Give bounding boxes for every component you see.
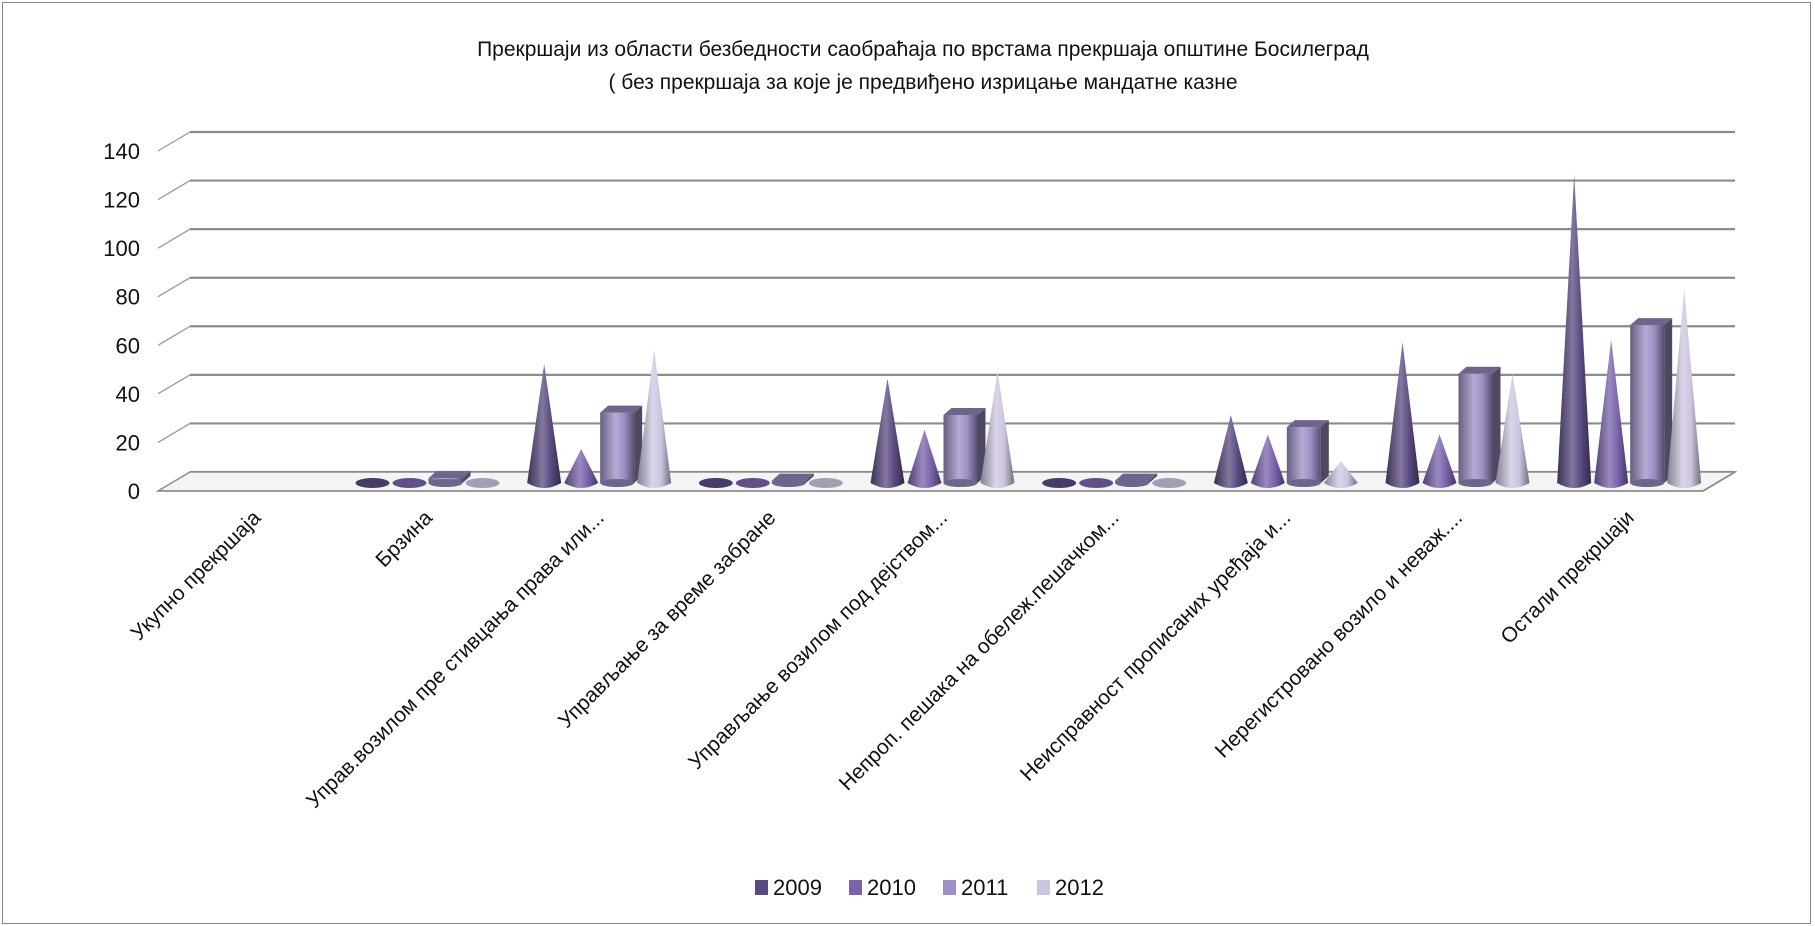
- grid-depth-line: [157, 228, 191, 249]
- x-tick-label: Неисправност прописаних уређаја и...: [1016, 506, 1295, 785]
- bar-base: [771, 479, 806, 487]
- y-tick-label: 100: [103, 236, 140, 261]
- cone-2012: [1667, 288, 1702, 488]
- chart-area: Прекршаји из области безбедности саобраћ…: [103, 38, 1738, 900]
- y-tick-label: 20: [116, 430, 140, 455]
- grid-depth-line: [157, 325, 191, 346]
- legend-swatch-2011: [943, 880, 956, 895]
- bar-side: [1320, 420, 1329, 483]
- legend-label: 2010: [867, 875, 916, 900]
- grid-depth-line: [157, 180, 191, 201]
- bar-base: [600, 479, 635, 487]
- y-tick-label: 140: [103, 139, 140, 164]
- bar-2011: [1458, 373, 1493, 483]
- x-tick-label: Управ.возилом пре стивцања права или...: [302, 506, 609, 813]
- legend-label: 2011: [961, 875, 1008, 900]
- cone-2012: [808, 478, 843, 488]
- cone-2012: [637, 349, 672, 488]
- cone-2009: [1557, 174, 1592, 489]
- bar-2011: [1630, 325, 1665, 483]
- legend-label: 2009: [773, 875, 822, 900]
- bar-base: [1458, 479, 1493, 487]
- bar-top: [1630, 318, 1673, 326]
- x-tick-label: Брзина: [371, 506, 437, 572]
- plot-area: 0 20 40 60 80 100 120 140 Укупно прекршаја Брзина…: [103, 130, 1738, 813]
- bar-top: [600, 405, 643, 413]
- grid-depth-line: [157, 277, 191, 298]
- bar-top: [1458, 366, 1501, 374]
- legend: 2009 2010 2011 2012: [755, 875, 1104, 900]
- x-tick-label: Остали прекршаји: [1496, 506, 1638, 648]
- x-tick-label: Непроп. пешака на обележ.пешачком...: [835, 506, 1124, 795]
- bar-top: [428, 471, 471, 479]
- cone-2009: [527, 364, 562, 488]
- chart-title: Прекршаји из области безбедности саобраћ…: [477, 38, 1369, 61]
- grid-depth-line: [157, 422, 191, 443]
- x-tick-label: Укупно прекршаја: [127, 506, 266, 645]
- y-tick-label: 60: [116, 333, 140, 358]
- cone-2010: [1079, 478, 1114, 488]
- bar-base: [943, 479, 978, 487]
- legend-swatch-2010: [849, 880, 862, 895]
- cone-2010: [1250, 434, 1285, 488]
- cone-2012: [1152, 478, 1187, 488]
- legend-label: 2012: [1055, 875, 1104, 900]
- grid-depth-line: [157, 374, 191, 395]
- bar-2011: [1286, 427, 1321, 483]
- bar-side: [462, 471, 471, 483]
- bar-2011: [600, 412, 635, 483]
- cone-2010: [907, 429, 942, 488]
- bar-top: [943, 408, 986, 415]
- cone-2012: [1323, 461, 1358, 488]
- cone-2010: [1422, 434, 1457, 488]
- bar-side: [1492, 366, 1501, 483]
- y-tick-label: 120: [103, 188, 140, 213]
- y-tick-label: 80: [116, 285, 140, 310]
- bar-top: [771, 473, 814, 481]
- cone-2009: [355, 478, 390, 488]
- cone-2009: [1042, 478, 1077, 488]
- cone-2010: [1594, 339, 1629, 488]
- floor-right-edge: [1702, 471, 1736, 492]
- bar-top: [1115, 473, 1158, 481]
- cone-2012: [980, 371, 1015, 488]
- grid-depth-line: [157, 131, 191, 152]
- bar-base: [1286, 479, 1321, 487]
- cone-2009: [870, 378, 905, 488]
- bar-2011: [943, 415, 978, 483]
- bar-base: [428, 479, 463, 487]
- legend-swatch-2009: [755, 880, 768, 895]
- cone-2009: [1213, 415, 1248, 488]
- bar-side: [1664, 318, 1673, 483]
- cone-2010: [735, 478, 770, 488]
- cone-2010: [392, 478, 427, 488]
- cone-2012: [465, 478, 500, 488]
- legend-swatch-2012: [1037, 880, 1050, 895]
- bar-top: [1286, 420, 1329, 428]
- bar-base: [1630, 479, 1665, 487]
- chart-subtitle: ( без прекршаја за које је предвиђено из…: [608, 71, 1237, 94]
- cone-2009: [698, 478, 733, 488]
- y-tick-label: 0: [128, 479, 140, 504]
- bar-base: [1115, 479, 1150, 487]
- y-tick-label: 40: [116, 382, 140, 407]
- cone-2012: [1495, 373, 1530, 488]
- bar-side: [1149, 473, 1158, 483]
- bar-side: [805, 473, 814, 483]
- cone-2009: [1385, 342, 1420, 488]
- cone-2010: [564, 449, 599, 488]
